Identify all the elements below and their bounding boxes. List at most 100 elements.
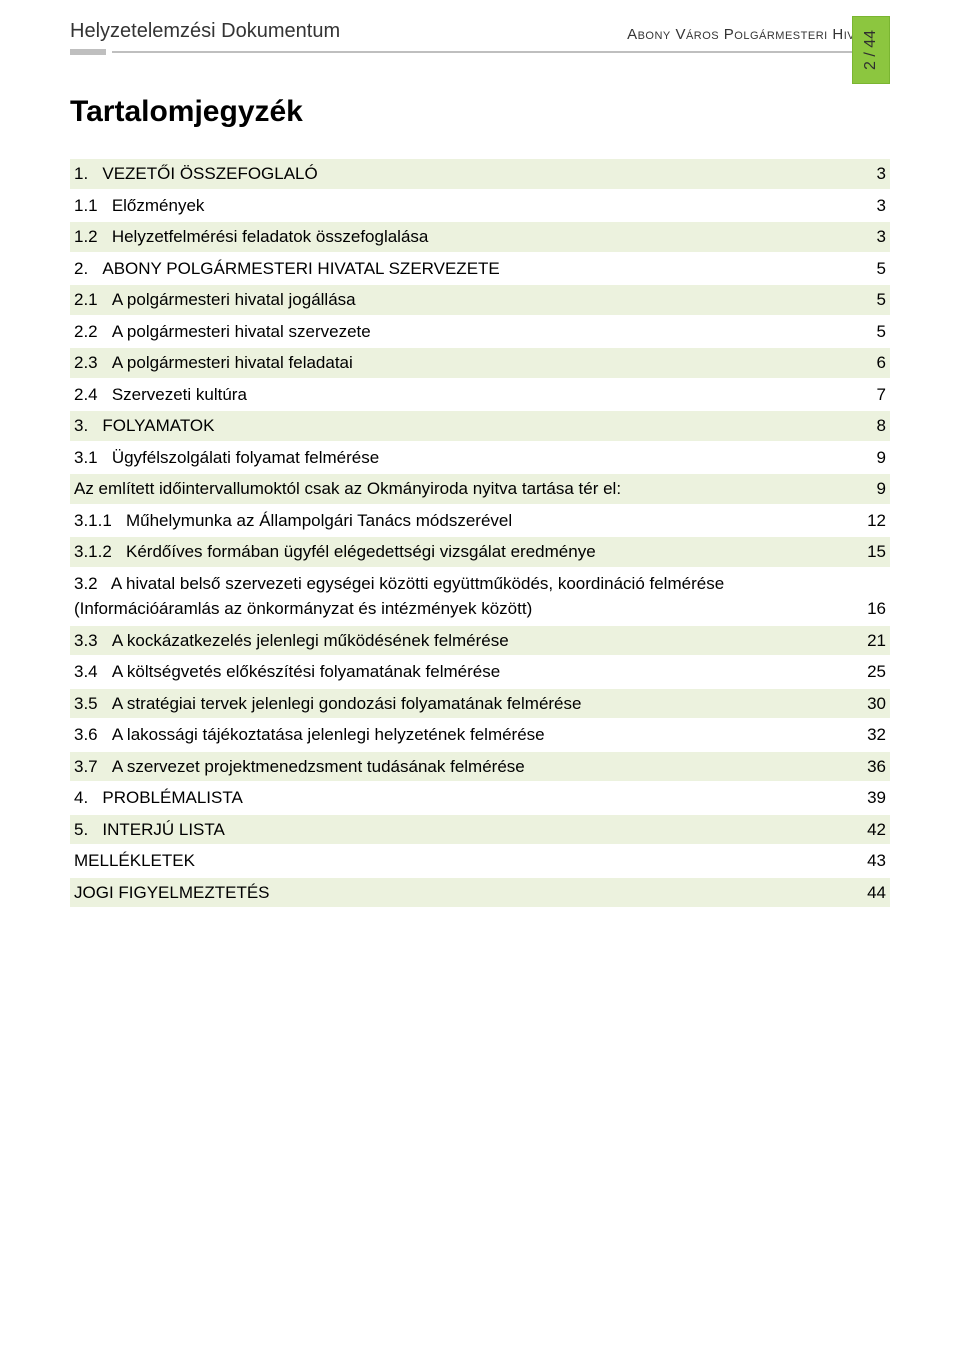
toc-entry-text: VEZETŐI ÖSSZEFOGLALÓ: [102, 161, 329, 187]
toc-entry-number: 1.1: [74, 193, 112, 219]
toc-entry[interactable]: JOGI FIGYELMEZTETÉS 44: [70, 878, 890, 908]
toc-entry[interactable]: Az említett időintervallumoktól csak az …: [70, 474, 890, 504]
toc-entry-number: 3.: [74, 413, 102, 439]
toc-entry-text: A költségvetés előkészítési folyamatának…: [112, 659, 512, 685]
page-number-badge: 2 / 44: [852, 16, 890, 84]
toc-entry-text: A polgármesteri hivatal szervezete: [112, 319, 383, 345]
toc-entry-text: A hivatal belső szervezeti egységei közö…: [74, 574, 724, 619]
toc-entry-page: 32: [862, 722, 886, 748]
page-container: 2 / 44 Helyzetelemzési Dokumentum Abony …: [0, 0, 960, 1369]
toc-entry[interactable]: 5. INTERJÚ LISTA 42: [70, 815, 890, 845]
rule-short: [70, 49, 106, 55]
header-center-title: Abony Város Polgármesteri Hivatala: [627, 26, 890, 47]
toc-entry-page: 5: [862, 256, 886, 282]
toc-entry-text: INTERJÚ LISTA: [102, 817, 236, 843]
toc-entry-text: A stratégiai tervek jelenlegi gondozási …: [112, 691, 594, 717]
header-left-title: Helyzetelemzési Dokumentum: [70, 20, 340, 47]
toc-entry-number: 2.3: [74, 350, 112, 376]
toc-entry-page: 9: [862, 445, 886, 471]
toc-entry-page: 5: [862, 319, 886, 345]
toc-entry[interactable]: 3.1.2 Kérdőíves formában ügyfél elégedet…: [70, 537, 890, 567]
toc-entry-page: 42: [862, 817, 886, 843]
toc-entry-page: 5: [862, 287, 886, 313]
toc-entry-number: 3.1: [74, 445, 112, 471]
toc-entry[interactable]: 1.1 Előzmények 3: [70, 191, 890, 221]
toc-entry[interactable]: 4. PROBLÉMALISTA 39: [70, 783, 890, 813]
toc-entry-page: 16: [862, 596, 886, 622]
toc-entry-page: 15: [862, 539, 886, 565]
toc-entry[interactable]: 2.4 Szervezeti kultúra 7: [70, 380, 890, 410]
table-of-contents: 1. VEZETŐI ÖSSZEFOGLALÓ31.1 Előzmények31…: [70, 159, 890, 907]
toc-entry-number: 5.: [74, 817, 102, 843]
toc-entry-text: MELLÉKLETEK: [74, 848, 207, 874]
toc-entry[interactable]: 2. ABONY POLGÁRMESTERI HIVATAL SZERVEZET…: [70, 254, 890, 284]
toc-entry-text: A szervezet projektmenedzsment tudásának…: [112, 754, 537, 780]
toc-entry-page: 9: [862, 476, 886, 502]
toc-entry-number: 2.4: [74, 382, 112, 408]
toc-entry[interactable]: 3.4 A költségvetés előkészítési folyamat…: [70, 657, 890, 687]
toc-entry-text: Ügyfélszolgálati folyamat felmérése: [112, 445, 391, 471]
toc-entry[interactable]: 3.1.1 Műhelymunka az Állampolgári Tanács…: [70, 506, 890, 536]
toc-entry[interactable]: 3.2 A hivatal belső szervezeti egységei …: [70, 569, 890, 624]
page-number-text: 2 / 44: [862, 30, 880, 70]
toc-entry-page: 7: [862, 382, 886, 408]
toc-entry-text: ABONY POLGÁRMESTERI HIVATAL SZERVEZETE: [102, 256, 511, 282]
toc-entry-page: 3: [862, 224, 886, 250]
toc-entry-text: A lakossági tájékoztatása jelenlegi hely…: [112, 722, 557, 748]
toc-entry-number: 2.: [74, 256, 102, 282]
toc-entry-page: 12: [862, 508, 886, 534]
toc-entry-page: 21: [862, 628, 886, 654]
toc-entry-page: 6: [862, 350, 886, 376]
toc-entry-number: 3.1.2: [74, 539, 126, 565]
toc-entry[interactable]: 3.3 A kockázatkezelés jelenlegi működésé…: [70, 626, 890, 656]
toc-entry[interactable]: 2.3 A polgármesteri hivatal feladatai 6: [70, 348, 890, 378]
toc-entry-number: 3.4: [74, 659, 112, 685]
toc-entry-text: Szervezeti kultúra: [112, 382, 259, 408]
header-row: Helyzetelemzési Dokumentum Abony Város P…: [70, 20, 890, 47]
toc-entry-number: 1.2: [74, 224, 112, 250]
toc-entry-number: 4.: [74, 785, 102, 811]
toc-entry-text: Műhelymunka az Állampolgári Tanács módsz…: [126, 508, 524, 534]
toc-entry-page: 3: [862, 193, 886, 219]
toc-entry-text: A polgármesteri hivatal jogállása: [112, 287, 368, 313]
toc-entry-page: 30: [862, 691, 886, 717]
toc-entry-page: 3: [862, 161, 886, 187]
toc-entry-number: 3.3: [74, 628, 112, 654]
toc-entry-number: 3.5: [74, 691, 112, 717]
toc-entry-text: Az említett időintervallumoktól csak az …: [74, 476, 633, 502]
toc-entry-number: 3.2: [74, 574, 111, 593]
toc-entry[interactable]: 1.2 Helyzetfelmérési feladatok összefogl…: [70, 222, 890, 252]
toc-entry[interactable]: 2.1 A polgármesteri hivatal jogállása 5: [70, 285, 890, 315]
toc-title: Tartalomjegyzék: [70, 95, 890, 129]
toc-entry[interactable]: 3.1 Ügyfélszolgálati folyamat felmérése 9: [70, 443, 890, 473]
toc-entry-page: 43: [862, 848, 886, 874]
toc-entry-number: 2.2: [74, 319, 112, 345]
toc-entry[interactable]: 1. VEZETŐI ÖSSZEFOGLALÓ 3: [70, 159, 890, 189]
toc-entry-text: A polgármesteri hivatal feladatai: [112, 350, 365, 376]
toc-entry-number: 1.: [74, 161, 102, 187]
toc-entry-number: 2.1: [74, 287, 112, 313]
toc-entry-number: 3.6: [74, 722, 112, 748]
toc-entry-text: Előzmények: [112, 193, 217, 219]
toc-entry-text: PROBLÉMALISTA: [102, 785, 254, 811]
toc-entry-text: A kockázatkezelés jelenlegi működésének …: [112, 628, 521, 654]
header-rule: [70, 49, 890, 55]
toc-entry[interactable]: 3.6 A lakossági tájékoztatása jelenlegi …: [70, 720, 890, 750]
toc-entry[interactable]: 3. FOLYAMATOK 8: [70, 411, 890, 441]
toc-entry-text: Kérdőíves formában ügyfél elégedettségi …: [126, 539, 608, 565]
toc-entry[interactable]: MELLÉKLETEK 43: [70, 846, 890, 876]
toc-entry-page: 39: [862, 785, 886, 811]
toc-entry-page: 25: [862, 659, 886, 685]
toc-entry-text: JOGI FIGYELMEZTETÉS: [74, 880, 282, 906]
toc-entry-text: FOLYAMATOK: [102, 413, 226, 439]
toc-entry[interactable]: 2.2 A polgármesteri hivatal szervezete 5: [70, 317, 890, 347]
toc-entry-number: 3.1.1: [74, 508, 126, 534]
rule-long: [112, 51, 890, 53]
toc-entry-page: 36: [862, 754, 886, 780]
toc-entry[interactable]: 3.7 A szervezet projektmenedzsment tudás…: [70, 752, 890, 782]
toc-entry-number: 3.7: [74, 754, 112, 780]
toc-entry-page: 44: [862, 880, 886, 906]
toc-entry-page: 8: [862, 413, 886, 439]
toc-entry[interactable]: 3.5 A stratégiai tervek jelenlegi gondoz…: [70, 689, 890, 719]
toc-entry-left-wrap: 3.2 A hivatal belső szervezeti egységei …: [74, 571, 862, 622]
